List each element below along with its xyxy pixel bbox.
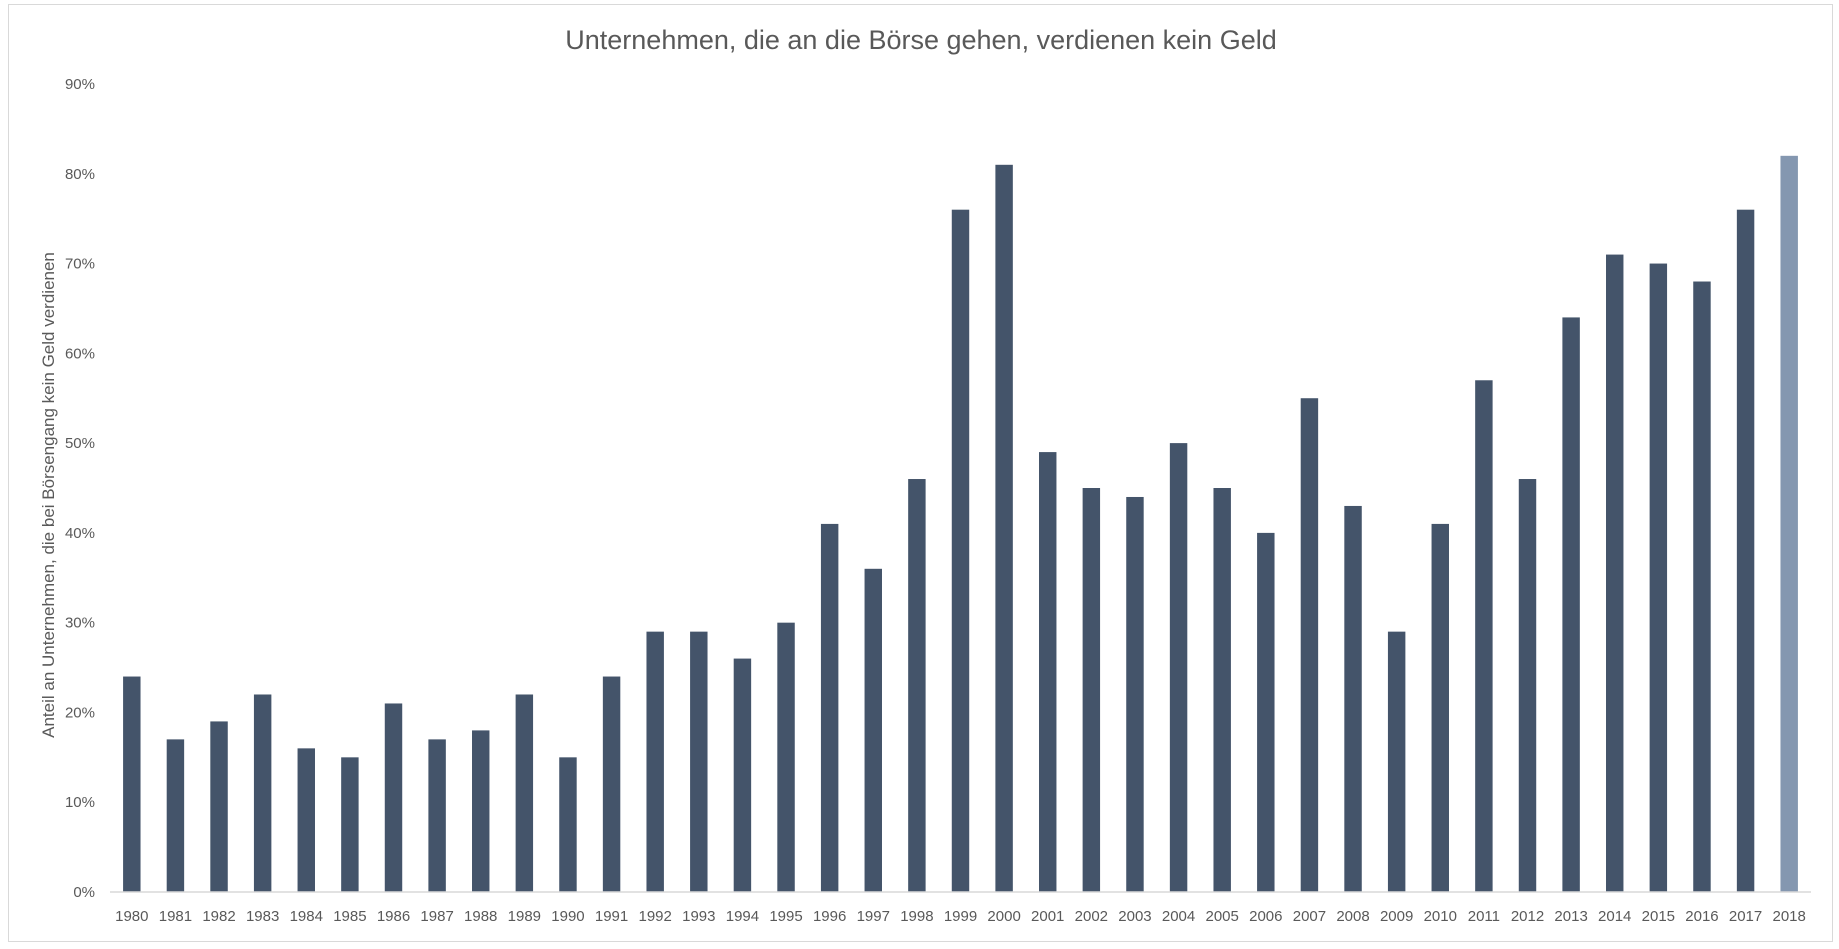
bar-2006 <box>1257 532 1275 892</box>
y-tick-label: 50% <box>65 435 95 452</box>
bar-2017 <box>1736 209 1755 892</box>
bar-1982 <box>210 721 228 892</box>
y-tick-label: 10% <box>65 794 95 811</box>
bar-1981 <box>166 739 185 892</box>
y-tick-label: 20% <box>65 704 95 721</box>
x-tick-label: 2007 <box>1293 908 1326 925</box>
y-tick-label: 30% <box>65 615 95 632</box>
chart-title: Unternehmen, die an die Börse gehen, ver… <box>565 25 1276 55</box>
bar-2002 <box>1082 488 1101 892</box>
bar-2007 <box>1300 398 1319 892</box>
x-tick-label: 1992 <box>639 908 672 925</box>
y-tick-label: 90% <box>65 76 95 93</box>
x-tick-label: 1999 <box>944 908 977 925</box>
bar-2001 <box>1039 452 1057 892</box>
y-tick-label: 80% <box>65 166 95 183</box>
bar-2015 <box>1649 263 1668 892</box>
x-tick-label: 2000 <box>987 908 1020 925</box>
x-tick-label: 1981 <box>159 908 192 925</box>
y-tick-label: 60% <box>65 345 95 362</box>
x-tick-label: 1985 <box>333 908 366 925</box>
bar-1991 <box>602 676 621 892</box>
bar-1980 <box>123 676 141 892</box>
x-tick-label: 1980 <box>115 908 148 925</box>
x-tick-label: 2005 <box>1206 908 1239 925</box>
bar-2012 <box>1518 479 1537 892</box>
x-tick-label: 1984 <box>290 908 323 925</box>
x-tick-label: 2010 <box>1424 908 1457 925</box>
bar-2016 <box>1693 281 1711 892</box>
x-tick-label: 2013 <box>1554 908 1587 925</box>
x-tick-label: 2015 <box>1642 908 1675 925</box>
x-tick-label: 2001 <box>1031 908 1064 925</box>
x-tick-label: 1987 <box>420 908 453 925</box>
x-tick-label: 2008 <box>1336 908 1369 925</box>
bar-1992 <box>646 631 664 892</box>
x-tick-label: 1989 <box>508 908 541 925</box>
bar-chart: Unternehmen, die an die Börse gehen, ver… <box>39 25 1811 925</box>
x-tick-label: 1997 <box>857 908 890 925</box>
bar-1993 <box>690 631 708 892</box>
bar-1985 <box>341 757 359 892</box>
bars <box>123 155 1798 893</box>
y-axis-ticks: 0% 10% 20% 30% 40% 50% 60% 70% 80% 90% <box>65 76 95 901</box>
bar-2000 <box>995 164 1013 893</box>
x-tick-label: 2014 <box>1598 908 1631 925</box>
x-tick-label: 2004 <box>1162 908 1195 925</box>
x-tick-label: 2009 <box>1380 908 1413 925</box>
bar-2003 <box>1126 496 1144 892</box>
bar-1986 <box>384 703 403 892</box>
bar-2004 <box>1169 443 1188 892</box>
chart-frame: Unternehmen, die an die Börse gehen, ver… <box>8 4 1833 942</box>
y-axis-title: Anteil an Unternehmen, die bei Börsengan… <box>39 252 58 738</box>
y-tick-label: 70% <box>65 256 95 273</box>
x-tick-label: 1994 <box>726 908 759 925</box>
bar-1989 <box>515 694 534 892</box>
bar-1997 <box>864 568 882 892</box>
x-tick-label: 2017 <box>1729 908 1762 925</box>
y-tick-label: 40% <box>65 525 95 542</box>
bar-1998 <box>908 479 926 892</box>
bar-2011 <box>1475 380 1493 892</box>
x-tick-label: 1993 <box>682 908 715 925</box>
bar-2014 <box>1606 254 1624 893</box>
bar-1984 <box>297 748 315 892</box>
x-tick-label: 2011 <box>1468 908 1500 925</box>
x-tick-label: 2002 <box>1075 908 1108 925</box>
x-tick-label: 2003 <box>1118 908 1151 925</box>
x-tick-label: 1988 <box>464 908 497 925</box>
x-tick-label: 1986 <box>377 908 410 925</box>
bar-2018 <box>1780 155 1798 893</box>
x-tick-label: 1990 <box>551 908 584 925</box>
bar-2010 <box>1431 523 1449 892</box>
y-tick-label: 0% <box>73 884 95 901</box>
bar-1988 <box>472 730 490 892</box>
bar-2013 <box>1562 317 1580 892</box>
bar-2009 <box>1387 631 1406 892</box>
bar-1996 <box>820 523 839 892</box>
bar-2005 <box>1213 488 1231 892</box>
bar-1987 <box>428 739 446 892</box>
x-tick-label: 2018 <box>1773 908 1806 925</box>
bar-2008 <box>1344 505 1362 892</box>
x-tick-label: 2006 <box>1249 908 1282 925</box>
x-tick-label: 1998 <box>900 908 933 925</box>
x-tick-label: 1995 <box>769 908 802 925</box>
x-axis-ticks: 1980 1981 1982 1983 1984 1985 1986 1987 1988 1989… <box>115 908 1806 925</box>
bar-1999 <box>951 209 970 892</box>
x-tick-label: 1983 <box>246 908 279 925</box>
bar-1990 <box>559 757 577 892</box>
bar-1983 <box>253 694 272 892</box>
x-tick-label: 1996 <box>813 908 846 925</box>
x-tick-label: 1982 <box>202 908 235 925</box>
x-tick-label: 2016 <box>1685 908 1718 925</box>
x-tick-label: 1991 <box>595 908 628 925</box>
bar-1995 <box>777 622 795 892</box>
bar-1994 <box>733 658 752 892</box>
x-tick-label: 2012 <box>1511 908 1544 925</box>
